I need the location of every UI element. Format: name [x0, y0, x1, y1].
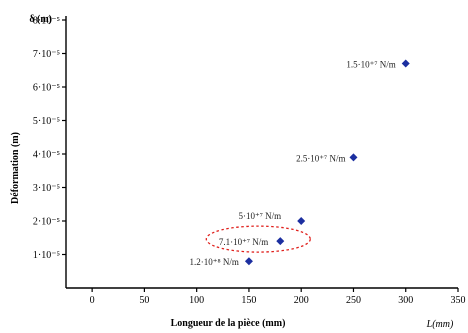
data-point — [349, 153, 358, 162]
data-point — [297, 217, 306, 225]
y-tick-label: 8·10⁻⁵ — [33, 16, 60, 27]
y-tick-label: 6·10⁻⁵ — [33, 83, 60, 94]
data-point-label: 7.1·10⁺⁷ N/m — [219, 237, 268, 247]
y-tick-label: 7·10⁻⁵ — [33, 49, 60, 60]
x-tick-label: 100 — [189, 295, 204, 306]
x-tick-label: 50 — [139, 295, 149, 306]
y-tick-label: 4·10⁻⁵ — [33, 150, 60, 161]
x-tick-label: 300 — [398, 295, 413, 306]
y-axis-unit-label: δ (m) — [29, 14, 52, 25]
data-point-label: 2.5·10⁺⁷ N/m — [296, 153, 345, 163]
x-tick-label: 350 — [451, 295, 466, 306]
y-axis-title: Déformation (m) — [10, 132, 21, 204]
y-tick-label: 1·10⁻⁵ — [33, 250, 60, 261]
y-tick-label: 5·10⁻⁵ — [33, 116, 60, 127]
data-point-label: 5·10⁺⁷ N/m — [239, 211, 282, 221]
x-tick-label: 250 — [346, 295, 361, 306]
plot-area: 1·10⁻⁵ 2·10⁻⁵ 3·10⁻⁵ 4·10⁻⁵ 5·10⁻⁵ 6·10⁻⁵ 7·10… — [33, 16, 466, 307]
data-point — [401, 59, 410, 68]
data-point — [276, 237, 285, 246]
x-axis-unit-label: L(mm) — [426, 319, 454, 330]
x-tick-label: 150 — [241, 295, 256, 306]
data-point-label: 1.5·10⁺⁷ N/m — [346, 60, 395, 70]
x-tick-label: 200 — [294, 295, 309, 306]
data-point-label: 1.2·10⁺⁸ N/m — [190, 257, 239, 267]
y-tick-label: 2·10⁻⁵ — [33, 217, 60, 228]
highlight-ellipse — [205, 225, 311, 253]
x-axis-title: Longueur de la pièce (mm) — [171, 318, 286, 329]
x-tick-label: 0 — [90, 295, 95, 306]
y-tick-label: 3·10⁻⁵ — [33, 183, 60, 194]
data-point — [244, 257, 253, 266]
